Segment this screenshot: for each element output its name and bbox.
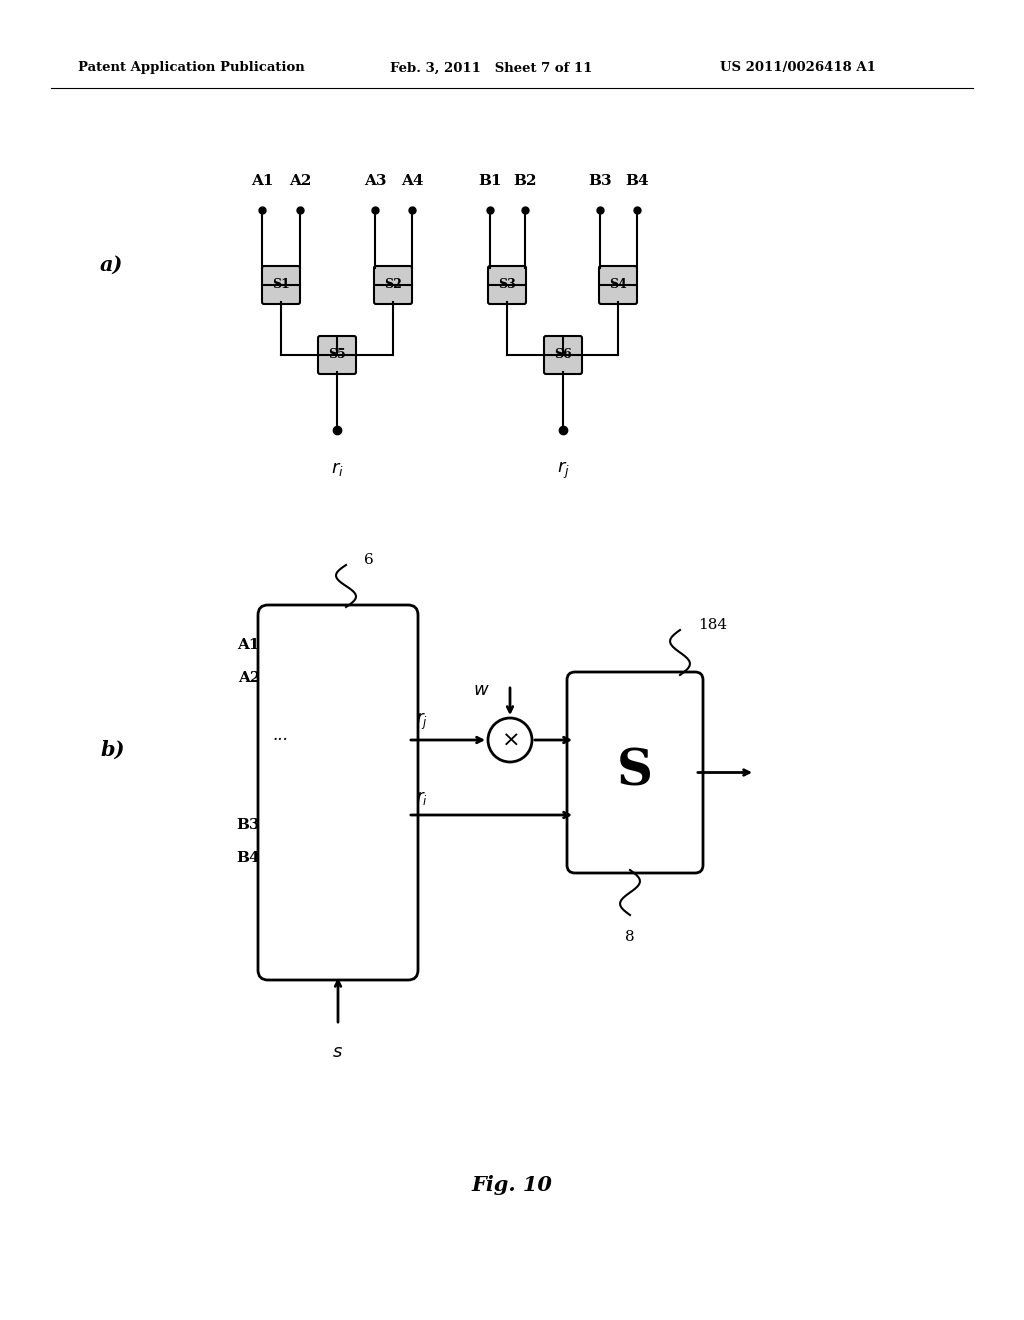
- Text: Fig. 10: Fig. 10: [472, 1175, 552, 1195]
- Text: B4: B4: [237, 851, 260, 865]
- Text: b): b): [100, 741, 125, 760]
- Text: $r_j$: $r_j$: [557, 459, 569, 482]
- Text: A1: A1: [238, 638, 260, 652]
- Text: $s$: $s$: [333, 1043, 343, 1061]
- Text: $r_j$: $r_j$: [416, 710, 428, 733]
- FancyBboxPatch shape: [567, 672, 703, 873]
- Text: $\times$: $\times$: [501, 729, 519, 751]
- Text: B2: B2: [513, 174, 537, 187]
- Text: ...: ...: [272, 726, 288, 743]
- Text: S6: S6: [554, 348, 571, 362]
- FancyBboxPatch shape: [318, 337, 356, 374]
- Text: US 2011/0026418 A1: US 2011/0026418 A1: [720, 62, 876, 74]
- Text: 8: 8: [626, 931, 635, 944]
- Text: S: S: [617, 748, 653, 797]
- FancyBboxPatch shape: [544, 337, 582, 374]
- Text: S5: S5: [328, 348, 346, 362]
- FancyBboxPatch shape: [599, 267, 637, 304]
- Text: a): a): [100, 255, 123, 275]
- FancyBboxPatch shape: [374, 267, 412, 304]
- Text: 184: 184: [698, 618, 727, 632]
- Text: $r_i$: $r_i$: [331, 459, 343, 478]
- Text: A3: A3: [364, 174, 386, 187]
- Text: B4: B4: [626, 174, 649, 187]
- Text: Patent Application Publication: Patent Application Publication: [78, 62, 305, 74]
- Text: A2: A2: [289, 174, 311, 187]
- Text: A2: A2: [238, 671, 260, 685]
- FancyBboxPatch shape: [262, 267, 300, 304]
- Text: B3: B3: [237, 818, 260, 832]
- Text: S1: S1: [272, 279, 290, 292]
- FancyBboxPatch shape: [258, 605, 418, 979]
- Text: A1: A1: [251, 174, 273, 187]
- Text: S2: S2: [384, 279, 402, 292]
- Text: B1: B1: [478, 174, 502, 187]
- Text: B3: B3: [588, 174, 611, 187]
- Text: 6: 6: [364, 553, 374, 568]
- Text: S3: S3: [498, 279, 516, 292]
- Text: $r_i$: $r_i$: [416, 789, 428, 807]
- Text: S4: S4: [609, 279, 627, 292]
- Text: $w$: $w$: [473, 681, 490, 700]
- Text: A4: A4: [400, 174, 423, 187]
- Text: Feb. 3, 2011   Sheet 7 of 11: Feb. 3, 2011 Sheet 7 of 11: [390, 62, 592, 74]
- FancyBboxPatch shape: [488, 267, 526, 304]
